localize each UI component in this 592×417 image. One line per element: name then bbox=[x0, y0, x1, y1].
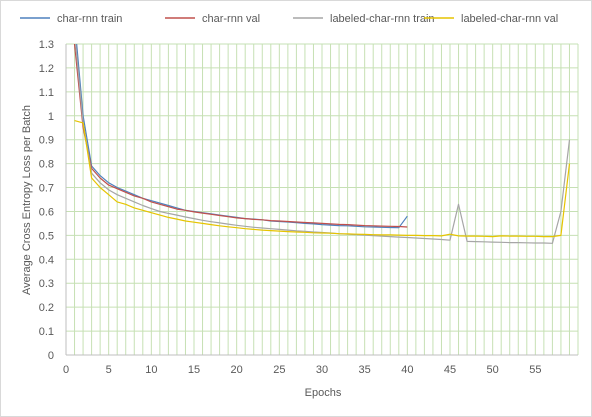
y-axis-title: Average Cross Entropy Loss per Batch bbox=[21, 105, 33, 295]
y-tick-label: 1.1 bbox=[39, 87, 54, 99]
series-line-char-rnn-val bbox=[73, 44, 408, 228]
y-tick-label: 0.5 bbox=[39, 230, 54, 242]
y-tick-label: 0.8 bbox=[39, 159, 54, 171]
y-tick-label: 1.2 bbox=[39, 63, 54, 75]
x-axis-title: Epochs bbox=[305, 387, 342, 399]
y-tick-label: 0.7 bbox=[39, 183, 54, 195]
x-tick-label: 55 bbox=[529, 364, 541, 376]
legend-label: char-rnn val bbox=[202, 13, 260, 25]
y-tick-label: 0.2 bbox=[39, 302, 54, 314]
x-tick-label: 25 bbox=[273, 364, 285, 376]
x-tick-label: 5 bbox=[106, 364, 112, 376]
legend-label: char-rnn train bbox=[57, 13, 122, 25]
x-tick-label: 15 bbox=[188, 364, 200, 376]
y-tick-label: 0.3 bbox=[39, 278, 54, 290]
axes: 0 0.1 0.2 0.3 0.4 0.5 0.6 0.7 0.8 0.9 1 1.1 1.2 1.3 0 5… bbox=[39, 39, 578, 376]
x-tick-label: 50 bbox=[487, 364, 499, 376]
y-tick-label: 0.4 bbox=[39, 254, 54, 266]
y-tick-label: 1 bbox=[48, 111, 54, 123]
x-tick-label: 35 bbox=[359, 364, 371, 376]
y-tick-label: 1.3 bbox=[39, 39, 54, 51]
x-tick-label: 45 bbox=[444, 364, 456, 376]
series-line-char-rnn-train bbox=[76, 44, 408, 229]
x-tick-label: 40 bbox=[401, 364, 413, 376]
series-line-labeled-char-rnn-val bbox=[74, 120, 571, 238]
legend-label: labeled-char-rnn val bbox=[461, 13, 558, 25]
legend: char-rnn train char-rnn val labeled-char-r… bbox=[20, 13, 558, 25]
grid bbox=[66, 43, 579, 355]
y-tick-label: 0.1 bbox=[39, 326, 54, 338]
y-tick-label: 0.6 bbox=[39, 206, 54, 218]
y-tick-label: 0 bbox=[48, 350, 54, 362]
x-tick-label: 10 bbox=[145, 364, 157, 376]
x-tick-label: 30 bbox=[316, 364, 328, 376]
x-tick-label: 20 bbox=[231, 364, 243, 376]
series-lines bbox=[73, 44, 571, 244]
y-tick-label: 0.9 bbox=[39, 135, 54, 147]
legend-label: labeled-char-rnn train bbox=[330, 13, 435, 25]
x-tick-label: 0 bbox=[63, 364, 69, 376]
